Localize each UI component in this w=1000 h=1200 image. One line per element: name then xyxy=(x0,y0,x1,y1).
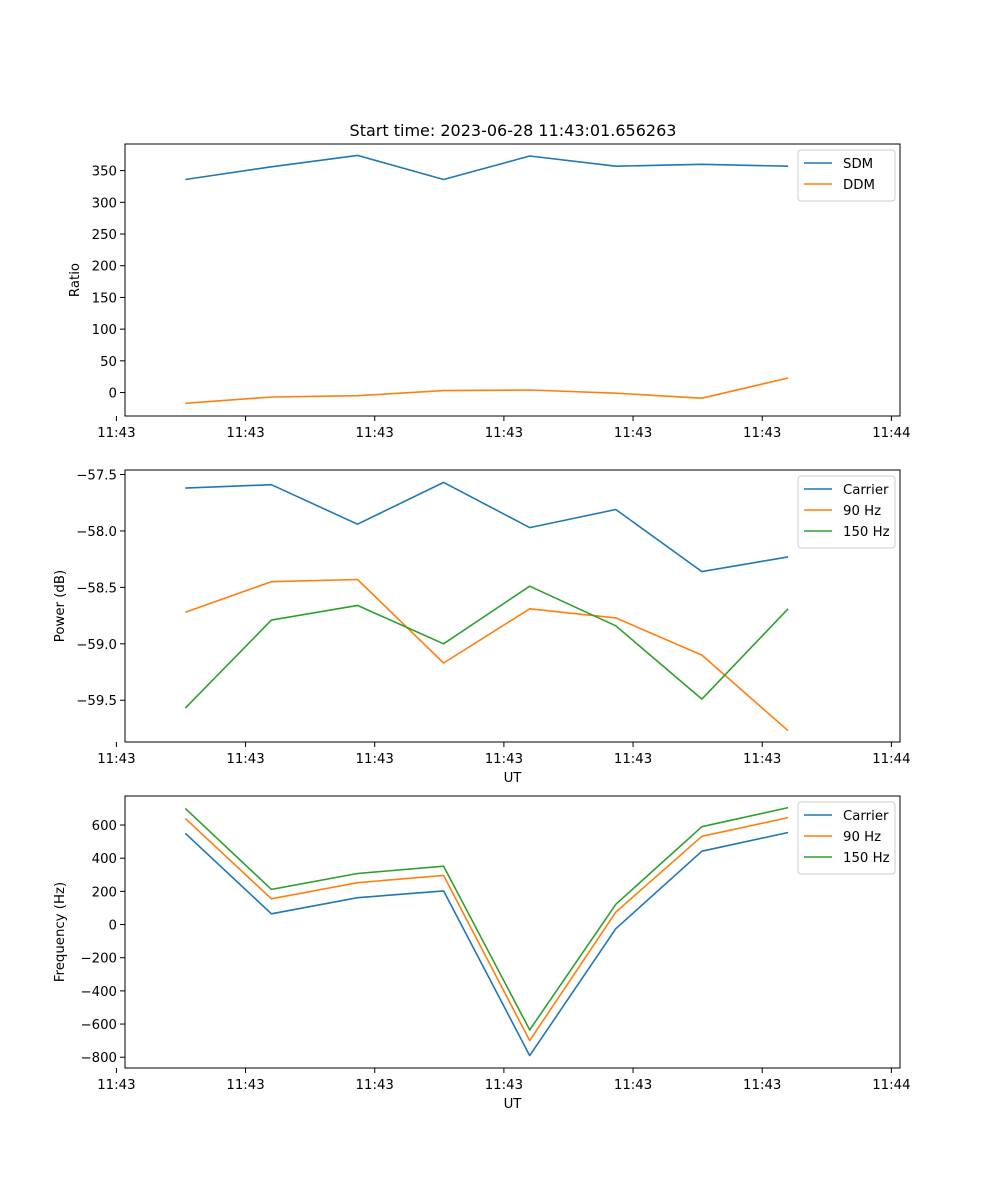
y-tick-label: −57.5 xyxy=(76,469,117,484)
y-tick-label: 50 xyxy=(100,355,117,370)
plot-frame xyxy=(124,795,901,1069)
y-tick-label: 0 xyxy=(109,387,117,402)
legend-label: 150 Hz xyxy=(843,851,890,866)
x-tick-label: 11:43 xyxy=(226,1078,264,1093)
series-line-carrier xyxy=(185,481,789,573)
x-tick-label: 11:44 xyxy=(872,1078,910,1093)
x-tick-label: 11:43 xyxy=(743,1078,781,1093)
x-tick-label: 11:43 xyxy=(485,752,523,767)
x-tick-label: 11:43 xyxy=(97,1078,135,1093)
legend-box xyxy=(797,475,896,549)
y-tick-label: −800 xyxy=(80,1051,117,1066)
x-tick-label: 11:43 xyxy=(485,1078,523,1093)
y-tick-label: −58.5 xyxy=(76,581,117,596)
x-tick-label: 11:43 xyxy=(226,426,264,441)
legend-label: 90 Hz xyxy=(843,504,881,519)
figure-title: Start time: 2023-06-28 11:43:01.656263 xyxy=(350,121,677,140)
x-tick-label: 11:43 xyxy=(226,752,264,767)
y-tick-label: 0 xyxy=(109,919,117,934)
x-tick-label: 11:43 xyxy=(614,752,652,767)
y-tick-label: −400 xyxy=(80,985,117,1000)
series-line-90-hz xyxy=(185,578,789,732)
y-axis-label: Power (dB) xyxy=(53,570,68,642)
legend-label: Carrier xyxy=(843,809,889,824)
x-tick-label: 11:43 xyxy=(485,426,523,441)
y-tick-label: 200 xyxy=(92,260,117,275)
series-line-carrier xyxy=(184,831,789,1057)
legend-label: 90 Hz xyxy=(843,830,881,845)
y-tick-label: 150 xyxy=(92,291,117,306)
y-tick-label: −59.0 xyxy=(76,638,117,653)
x-tick-label: 11:43 xyxy=(97,752,135,767)
y-axis-label: Frequency (Hz) xyxy=(53,882,68,982)
x-tick-label: 11:43 xyxy=(614,1078,652,1093)
x-tick-label: 11:43 xyxy=(743,752,781,767)
legend-label: 150 Hz xyxy=(843,525,890,540)
y-tick-label: 300 xyxy=(92,196,117,211)
series-line-150-hz xyxy=(184,806,789,1031)
x-tick-label: 11:43 xyxy=(97,426,135,441)
chart-panels: 11:43 11:43 11:43 11:43 11:43 11:43 11:44 0 50 10… xyxy=(53,143,911,1112)
y-tick-label: 600 xyxy=(92,819,117,834)
plot-frame xyxy=(124,469,901,743)
x-tick-label: 11:43 xyxy=(356,752,394,767)
legend: Carrier 90 Hz 150 Hz xyxy=(797,475,896,549)
x-tick-label: 11:44 xyxy=(872,426,910,441)
x-tick-label: 11:44 xyxy=(872,752,910,767)
y-tick-label: −600 xyxy=(80,1018,117,1033)
legend-label: DDM xyxy=(843,178,875,193)
legend: Carrier 90 Hz 150 Hz xyxy=(797,801,896,875)
x-tick-label: 11:43 xyxy=(356,426,394,441)
chart-panel-2: 11:43 11:43 11:43 11:43 11:43 11:43 11:44 −59.5… xyxy=(53,469,911,786)
x-tick-label: 11:43 xyxy=(614,426,652,441)
plot-frame xyxy=(124,143,901,417)
series-line-150-hz xyxy=(184,585,789,709)
x-axis-label: UT xyxy=(504,771,523,786)
series-line-ddm xyxy=(185,377,789,405)
y-tick-label: 100 xyxy=(92,323,117,338)
legend-label: SDM xyxy=(843,157,873,172)
y-tick-label: −59.5 xyxy=(76,694,117,709)
legend: SDM DDM xyxy=(797,149,896,202)
y-tick-label: −58.0 xyxy=(76,525,117,540)
y-tick-label: −200 xyxy=(80,952,117,967)
x-tick-label: 11:43 xyxy=(356,1078,394,1093)
series-line-sdm xyxy=(185,154,789,181)
x-axis-label: UT xyxy=(504,1097,523,1112)
legend-box xyxy=(797,801,896,875)
y-tick-label: 400 xyxy=(92,852,117,867)
chart-panel-1: 11:43 11:43 11:43 11:43 11:43 11:43 11:44 0 50 10… xyxy=(68,143,911,441)
y-tick-label: 200 xyxy=(92,885,117,900)
x-tick-label: 11:43 xyxy=(743,426,781,441)
legend-label: Carrier xyxy=(843,483,889,498)
y-axis-label: Ratio xyxy=(68,263,83,297)
y-tick-label: 350 xyxy=(92,165,117,180)
y-tick-label: 250 xyxy=(92,228,117,243)
series-line-90-hz xyxy=(184,816,789,1042)
chart-panel-3: 11:43 11:43 11:43 11:43 11:43 11:43 11:44 −800 −… xyxy=(53,795,911,1112)
